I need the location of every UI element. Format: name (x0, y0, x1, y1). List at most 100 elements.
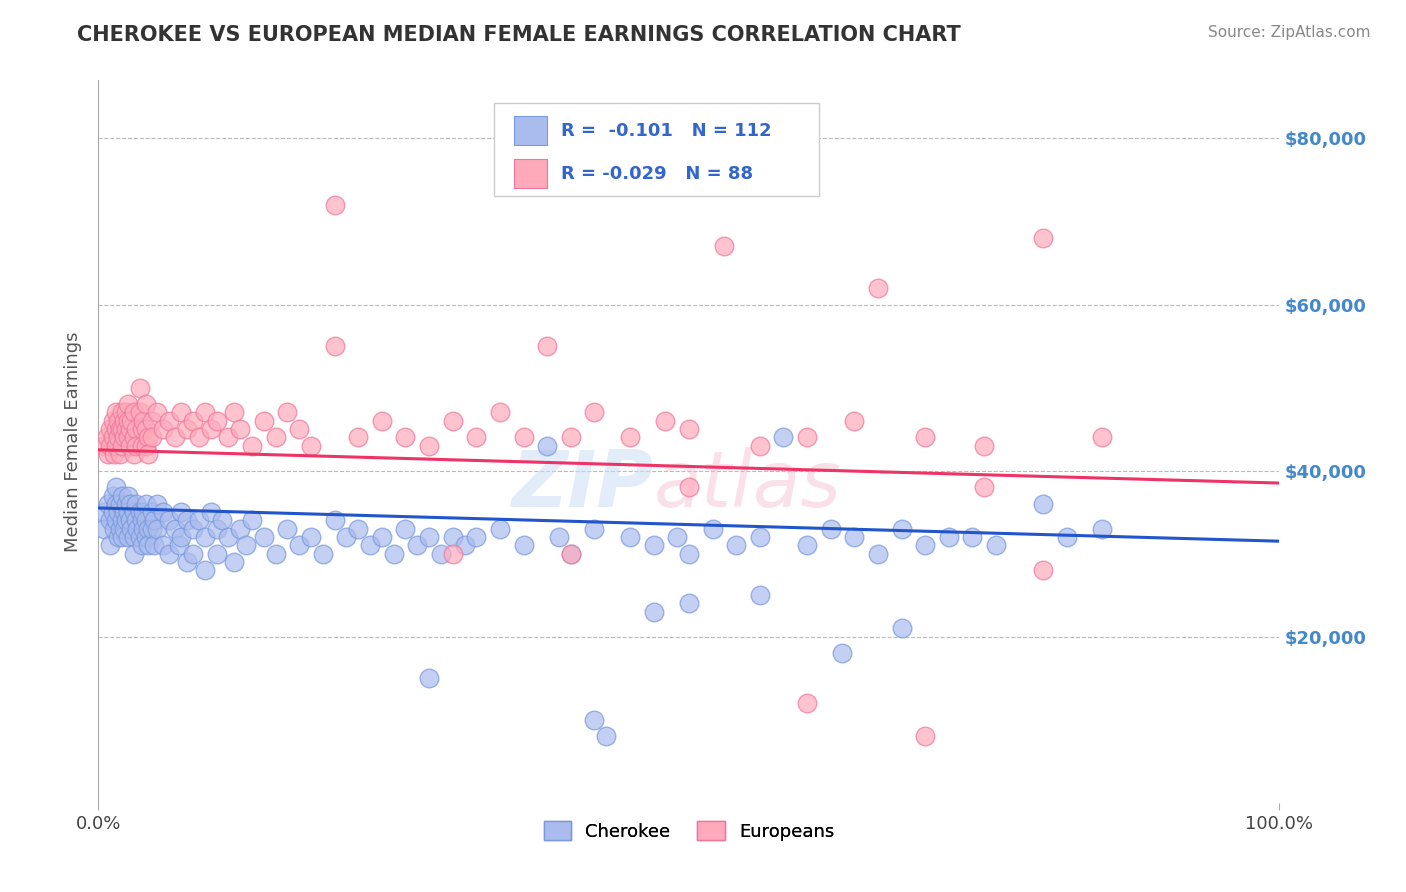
Point (583, 713, 606, 727)
Point (157, 513, 180, 527)
Point (619, 430, 641, 444)
Point (112, 414, 135, 428)
Point (135, 530, 157, 544)
Point (441, 530, 464, 544)
Point (131, 538, 153, 552)
Point (205, 414, 228, 428)
Point (548, 530, 571, 544)
Point (359, 538, 381, 552)
Point (117, 430, 139, 444)
Point (105, 497, 128, 511)
Point (97, 447, 120, 461)
Point (382, 547, 405, 561)
Point (105, 480, 128, 494)
Point (406, 538, 429, 552)
Point (187, 430, 209, 444)
Point (831, 646, 853, 660)
Point (217, 530, 239, 544)
Point (170, 505, 193, 519)
Point (914, 430, 936, 444)
Point (489, 522, 512, 536)
Point (132, 414, 155, 428)
Point (132, 522, 155, 536)
Point (253, 530, 276, 544)
Point (170, 405, 193, 419)
Point (748, 530, 770, 544)
Point (595, 730, 617, 744)
Point (583, 405, 606, 419)
Point (146, 405, 169, 419)
Point (643, 605, 665, 619)
Point (103, 447, 125, 461)
Point (973, 439, 995, 453)
Point (105, 439, 128, 453)
Point (141, 430, 163, 444)
Point (117, 414, 139, 428)
FancyBboxPatch shape (515, 117, 547, 145)
Point (820, 522, 842, 536)
FancyBboxPatch shape (515, 159, 547, 188)
Point (111, 530, 134, 544)
Point (796, 430, 818, 444)
Point (288, 422, 311, 436)
Point (229, 422, 252, 436)
Point (194, 530, 217, 544)
Point (276, 522, 298, 536)
Point (560, 547, 582, 561)
Point (890, 621, 912, 635)
Point (312, 547, 335, 561)
Point (299, 530, 322, 544)
Point (205, 522, 228, 536)
Point (117, 505, 139, 519)
Point (347, 430, 370, 444)
Point (108, 447, 131, 461)
Point (200, 505, 222, 519)
Point (678, 597, 700, 611)
Point (125, 422, 148, 436)
Point (181, 414, 204, 428)
Point (122, 547, 145, 561)
Point (1032, 563, 1054, 577)
Point (128, 530, 150, 544)
Point (114, 422, 136, 436)
Point (1091, 522, 1114, 536)
Point (112, 430, 135, 444)
Point (131, 439, 153, 453)
Point (114, 405, 136, 419)
Point (418, 671, 440, 685)
Point (97, 497, 120, 511)
Point (122, 447, 145, 461)
Point (98, 538, 121, 552)
Point (135, 397, 157, 411)
Point (131, 422, 153, 436)
Point (93, 522, 115, 536)
Point (619, 530, 641, 544)
Point (465, 530, 488, 544)
Point (643, 538, 665, 552)
Point (135, 513, 157, 527)
Point (111, 405, 134, 419)
Point (101, 430, 124, 444)
Point (120, 513, 142, 527)
Point (323, 198, 346, 212)
Point (394, 430, 416, 444)
Point (96, 430, 118, 444)
Point (748, 588, 770, 602)
Point (165, 522, 187, 536)
Point (146, 497, 169, 511)
Point (111, 422, 134, 436)
Point (176, 513, 198, 527)
Point (844, 414, 866, 428)
Point (678, 547, 700, 561)
Point (181, 547, 204, 561)
Point (187, 513, 209, 527)
Point (240, 513, 263, 527)
Point (101, 489, 124, 503)
Point (1056, 530, 1078, 544)
Point (121, 414, 143, 428)
Point (560, 430, 582, 444)
Point (430, 547, 453, 561)
Point (560, 547, 582, 561)
Point (224, 555, 246, 569)
Point (536, 339, 558, 353)
